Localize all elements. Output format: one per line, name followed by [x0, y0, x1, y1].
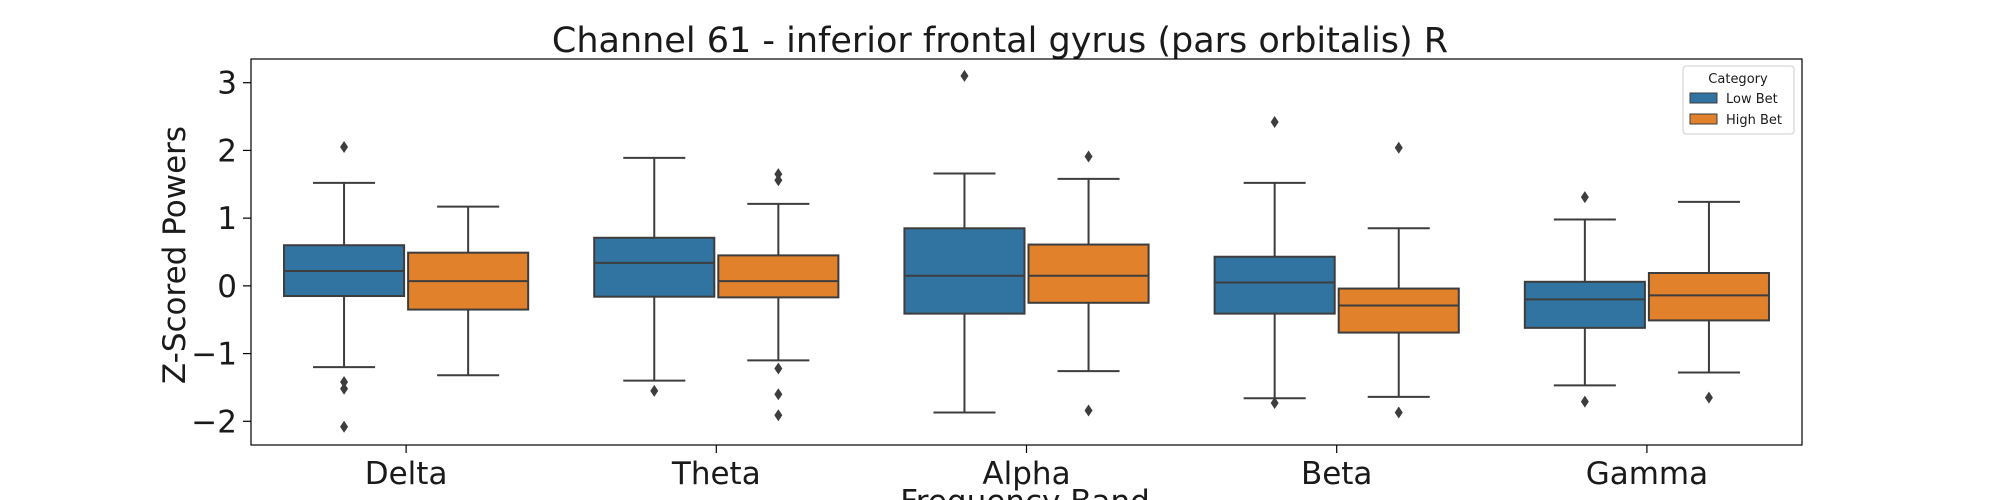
legend-label-high-bet: High Bet [1726, 113, 1782, 128]
outlier-point [774, 168, 783, 181]
box-theta-high-bet [717, 168, 840, 422]
box-body [1647, 271, 1770, 322]
outlier-point [774, 388, 783, 401]
x-tick-label: Gamma [1586, 456, 1708, 492]
box-delta-high-bet [407, 205, 530, 377]
x-axis-ticks: Delta Theta Alpha Beta Gamma [365, 445, 1708, 492]
y-tick-label: −1 [191, 337, 237, 373]
box-alpha-high-bet [1027, 150, 1150, 417]
box-body [1523, 280, 1646, 329]
box-delta-low-bet [283, 141, 406, 433]
outlier-point [774, 362, 783, 375]
y-tick-label: −2 [191, 404, 237, 440]
y-tick-label: 3 [217, 66, 237, 102]
chart-title: Channel 61 - inferior frontal gyrus (par… [552, 21, 1448, 61]
y-tick-label: 0 [217, 269, 237, 305]
outlier-point [340, 376, 349, 389]
outlier-point [1394, 406, 1403, 419]
x-tick-label: Alpha [982, 456, 1070, 492]
outlier-point [340, 382, 349, 395]
box-body [717, 254, 840, 299]
legend-swatch-high-bet [1689, 113, 1718, 125]
plot-area [283, 69, 1770, 433]
outlier-point [1580, 191, 1589, 204]
box-body [593, 236, 716, 298]
box-alpha-low-bet [903, 69, 1026, 414]
outlier-point [1704, 391, 1713, 404]
outlier-point [340, 141, 349, 154]
y-tick-label: 2 [217, 133, 237, 169]
x-tick-label: Delta [365, 456, 448, 492]
outlier-point [1270, 397, 1279, 410]
x-axis-label: Frequency Band [900, 484, 1150, 500]
outlier-point [1394, 141, 1403, 154]
legend-title: Category [1708, 72, 1768, 87]
box-gamma-high-bet [1647, 200, 1770, 404]
outlier-point [1580, 395, 1589, 408]
y-axis-ticks: 3 2 1 0 −1 −2 [191, 66, 251, 440]
y-axis-label: Z-Scored Powers [157, 126, 193, 384]
outlier-point [774, 174, 783, 187]
box-body [1213, 255, 1336, 315]
box-beta-high-bet [1337, 141, 1460, 419]
box-theta-low-bet [593, 156, 716, 397]
legend-swatch-low-bet [1689, 92, 1718, 104]
box-beta-low-bet [1213, 115, 1336, 410]
box-body [1027, 243, 1150, 304]
outlier-point [1084, 404, 1093, 417]
outlier-point [960, 69, 969, 82]
outlier-point [1270, 115, 1279, 128]
x-tick-label: Theta [671, 456, 761, 492]
y-tick-label: 1 [217, 201, 237, 237]
x-tick-label: Beta [1301, 456, 1373, 492]
box-body [903, 227, 1026, 315]
legend-label-low-bet: Low Bet [1726, 92, 1778, 107]
box-body [1337, 287, 1460, 334]
outlier-point [774, 409, 783, 422]
outlier-point [340, 420, 349, 433]
box-gamma-low-bet [1523, 191, 1646, 408]
outlier-point [1084, 150, 1093, 163]
legend: Category Low Bet High Bet [1682, 65, 1795, 135]
outlier-point [650, 384, 659, 397]
